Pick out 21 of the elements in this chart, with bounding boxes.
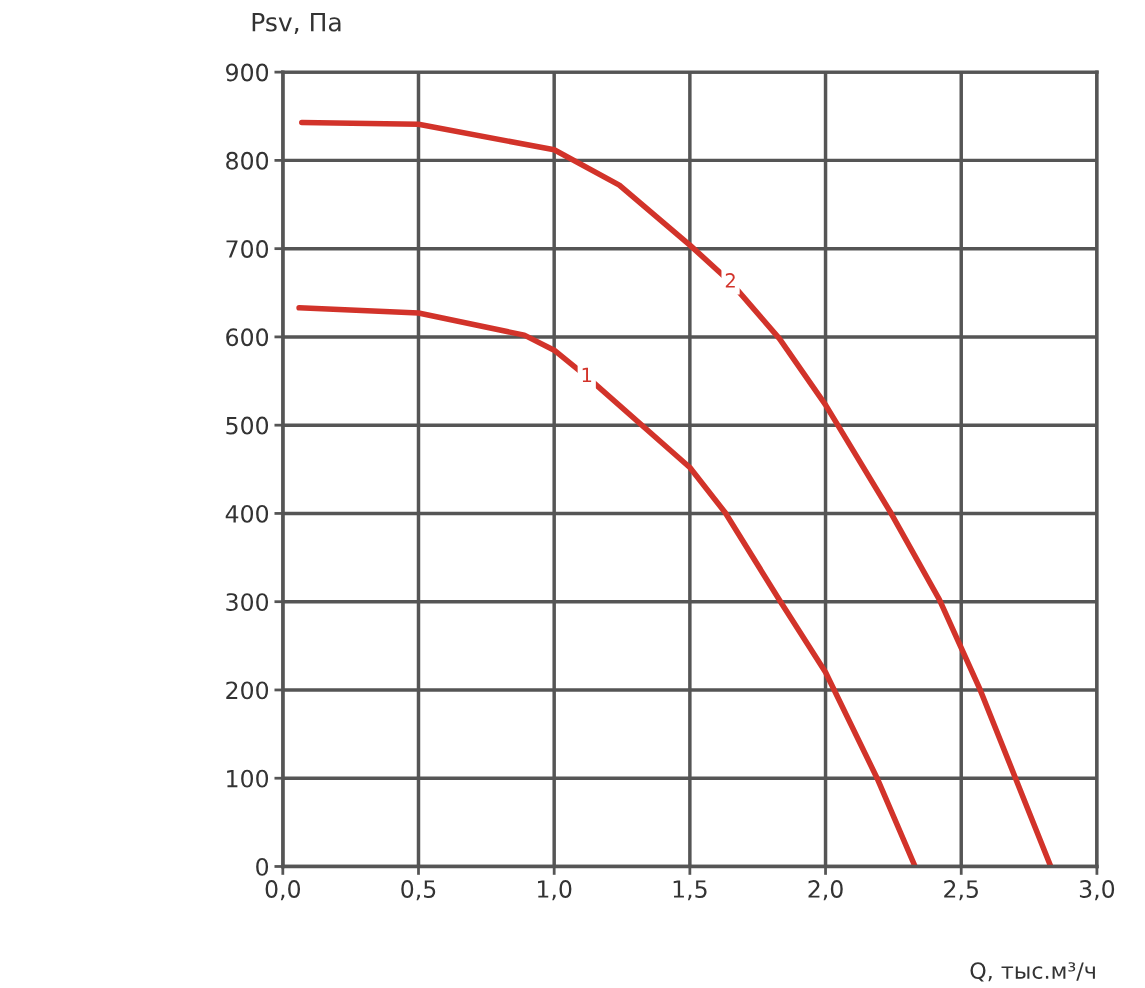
y-tick-label: 800 xyxy=(226,151,269,170)
x-tick-label: 2,0 xyxy=(808,880,843,901)
x-tick-label: 0,0 xyxy=(265,880,301,901)
x-tick-label: 1,5 xyxy=(673,880,707,901)
y-tick-label: 900 xyxy=(226,63,269,82)
y-tick-label: 200 xyxy=(226,681,269,700)
x-tick-label: 0,5 xyxy=(401,880,436,901)
y-tick-label: 600 xyxy=(226,328,269,347)
y-tick-label: 500 xyxy=(226,416,269,435)
y-tick-label: 400 xyxy=(225,504,269,523)
x-axis-title: Q, тыс.м³/ч xyxy=(970,962,1095,982)
y-tick-label: 0 xyxy=(256,857,269,876)
series-label: 2 xyxy=(725,273,735,288)
y-axis-title: Psv, Па xyxy=(252,12,341,35)
x-tick-label: 1,0 xyxy=(538,880,572,901)
series-label: 1 xyxy=(582,367,592,382)
y-tick-label: 300 xyxy=(226,593,269,611)
y-tick-label: 700 xyxy=(226,240,269,258)
x-tick-label: 2,5 xyxy=(944,880,978,901)
y-tick-label: 100 xyxy=(227,769,269,788)
x-tick-label: 3,0 xyxy=(1079,880,1115,901)
